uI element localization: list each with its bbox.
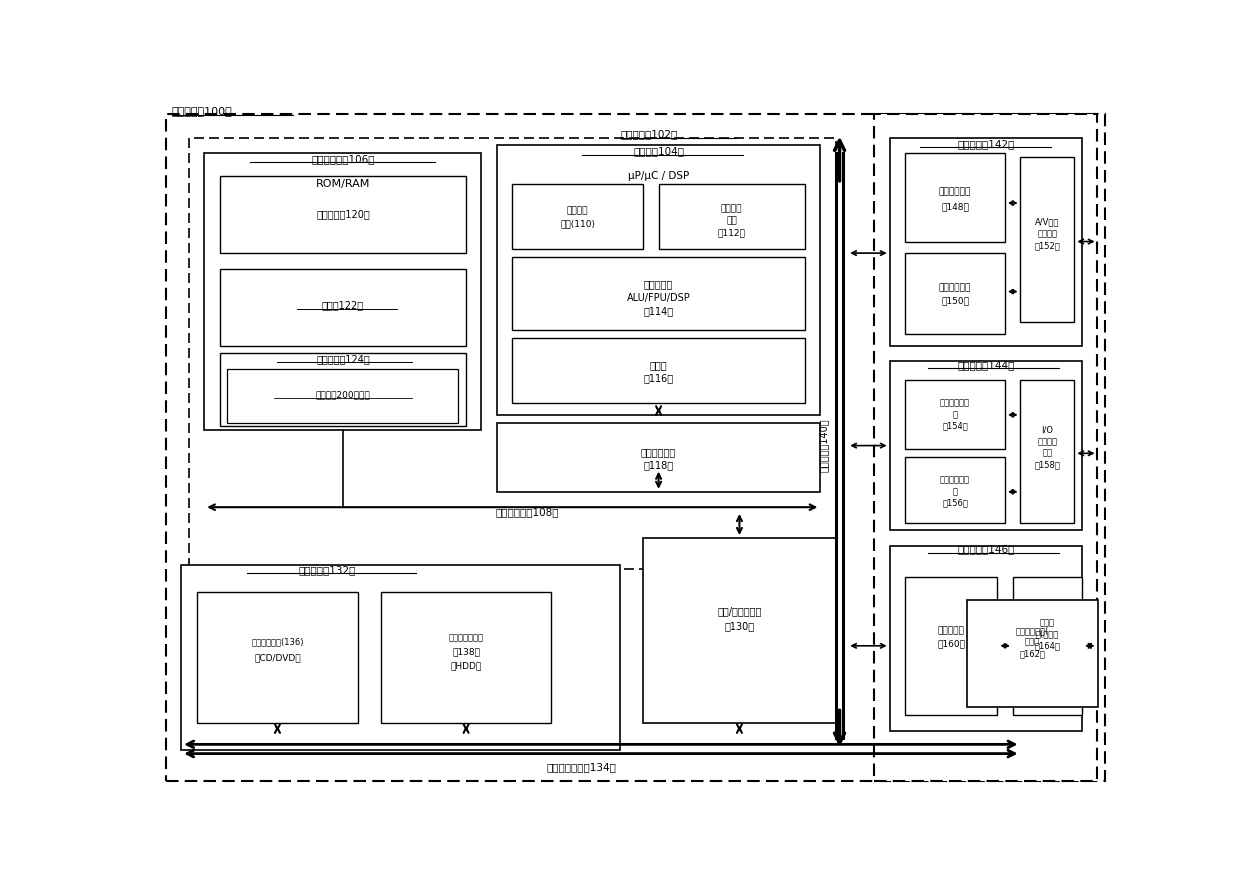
Text: 处理器核心: 处理器核心 xyxy=(644,279,673,289)
Text: 寄存器: 寄存器 xyxy=(650,360,667,369)
Text: 执行方法200的指令: 执行方法200的指令 xyxy=(315,391,371,400)
Text: 处理器（104）: 处理器（104） xyxy=(634,147,684,157)
Text: （162）: （162） xyxy=(1019,649,1045,658)
Bar xyxy=(181,565,620,749)
Text: 存储器控制器: 存储器控制器 xyxy=(641,447,676,457)
Bar xyxy=(644,538,836,723)
Text: 储存设备（132）: 储存设备（132） xyxy=(299,565,356,575)
Text: 系统存储器（106）: 系统存储器（106） xyxy=(311,154,374,164)
Bar xyxy=(512,184,644,249)
Bar xyxy=(905,153,1006,241)
Text: （116）: （116） xyxy=(644,373,673,383)
Text: （148）: （148） xyxy=(941,202,968,212)
Text: 不可移除储存器: 不可移除储存器 xyxy=(449,634,484,643)
Text: （114）: （114） xyxy=(644,306,673,316)
Bar xyxy=(227,368,459,423)
Text: 口(多个）: 口(多个） xyxy=(1035,630,1059,639)
Text: 器: 器 xyxy=(952,488,957,497)
Text: （150）: （150） xyxy=(941,296,968,305)
Bar xyxy=(889,546,1083,731)
Text: 缓存: 缓存 xyxy=(727,216,737,225)
Bar xyxy=(1013,577,1083,715)
Bar xyxy=(658,184,805,249)
Text: 外围接口（144）: 外围接口（144） xyxy=(957,360,1014,369)
Bar xyxy=(889,138,1083,345)
Bar xyxy=(905,457,1006,522)
Text: 可移除储存器(136): 可移除储存器(136) xyxy=(252,637,304,646)
Bar xyxy=(967,600,1097,708)
Text: （156）: （156） xyxy=(942,499,968,508)
Bar xyxy=(219,269,466,345)
Bar xyxy=(497,423,821,492)
Text: 并行接口控制: 并行接口控制 xyxy=(940,476,970,485)
Text: 多个）: 多个） xyxy=(1024,637,1039,646)
Text: 通信端: 通信端 xyxy=(1040,619,1055,627)
Text: ALU/FPU/DSP: ALU/FPU/DSP xyxy=(626,293,691,303)
Text: 通信设备（146）: 通信设备（146） xyxy=(957,545,1014,554)
Text: 应用（122）: 应用（122） xyxy=(322,301,365,311)
Text: 网络控制器: 网络控制器 xyxy=(937,626,965,635)
Text: 音频处理单元: 音频处理单元 xyxy=(939,283,971,292)
Text: 其他计算设备(: 其他计算设备( xyxy=(1016,626,1049,635)
Text: I/O: I/O xyxy=(1042,425,1054,434)
Text: （164）: （164） xyxy=(1034,642,1060,651)
Text: （158）: （158） xyxy=(1034,460,1060,469)
Bar xyxy=(219,353,466,426)
Text: 接口总线（140）: 接口总线（140） xyxy=(820,419,830,473)
Bar xyxy=(497,145,821,415)
Bar xyxy=(205,153,481,430)
Text: （130）: （130） xyxy=(724,621,754,632)
Bar xyxy=(905,380,1006,449)
Text: （多个）: （多个） xyxy=(1038,230,1058,239)
Bar xyxy=(1021,157,1074,322)
Text: 器: 器 xyxy=(952,410,957,419)
Text: （160）: （160） xyxy=(937,640,965,649)
Bar xyxy=(188,138,836,569)
Text: 存储器总线（108）: 存储器总线（108） xyxy=(496,507,559,518)
Bar xyxy=(512,257,805,330)
Bar xyxy=(905,253,1006,334)
Bar xyxy=(197,592,358,723)
Text: 操作系统（120）: 操作系统（120） xyxy=(316,210,370,220)
Text: 输出设备（142）: 输出设备（142） xyxy=(957,139,1014,149)
Text: （CD/DVD）: （CD/DVD） xyxy=(254,653,301,662)
Text: （112）: （112） xyxy=(718,229,745,238)
Text: 一级高速: 一级高速 xyxy=(567,206,589,215)
Text: ROM/RAM: ROM/RAM xyxy=(316,179,370,189)
Text: 基本配置（102）: 基本配置（102） xyxy=(620,129,677,139)
Text: 串行接口控制: 串行接口控制 xyxy=(940,399,970,408)
Text: A/V端口: A/V端口 xyxy=(1035,218,1060,227)
Bar xyxy=(512,338,805,403)
Text: 缓存(110): 缓存(110) xyxy=(560,219,595,229)
Text: （152）: （152） xyxy=(1034,241,1060,250)
Text: （138）: （138） xyxy=(453,647,480,657)
Bar xyxy=(874,115,1097,781)
Bar xyxy=(382,592,551,723)
Text: 个）: 个） xyxy=(1043,449,1053,457)
Text: （154）: （154） xyxy=(942,422,968,431)
Bar xyxy=(1021,380,1074,522)
Text: 二级高速: 二级高速 xyxy=(720,204,743,213)
Text: 计算设备（100）: 计算设备（100） xyxy=(172,106,233,116)
Text: 储存接口总线（134）: 储存接口总线（134） xyxy=(547,763,616,773)
Text: （118）: （118） xyxy=(644,460,673,470)
Text: （HDD）: （HDD） xyxy=(450,661,481,670)
Text: 端口（多: 端口（多 xyxy=(1038,437,1058,446)
Text: 图像处理单元: 图像处理单元 xyxy=(939,187,971,196)
Bar xyxy=(219,176,466,253)
Text: 总线/接口控制器: 总线/接口控制器 xyxy=(717,606,761,616)
Bar xyxy=(889,361,1083,530)
Bar xyxy=(905,577,997,715)
Text: μP/μC / DSP: μP/μC / DSP xyxy=(627,171,689,181)
Text: 程序数据（124）: 程序数据（124） xyxy=(316,354,370,364)
